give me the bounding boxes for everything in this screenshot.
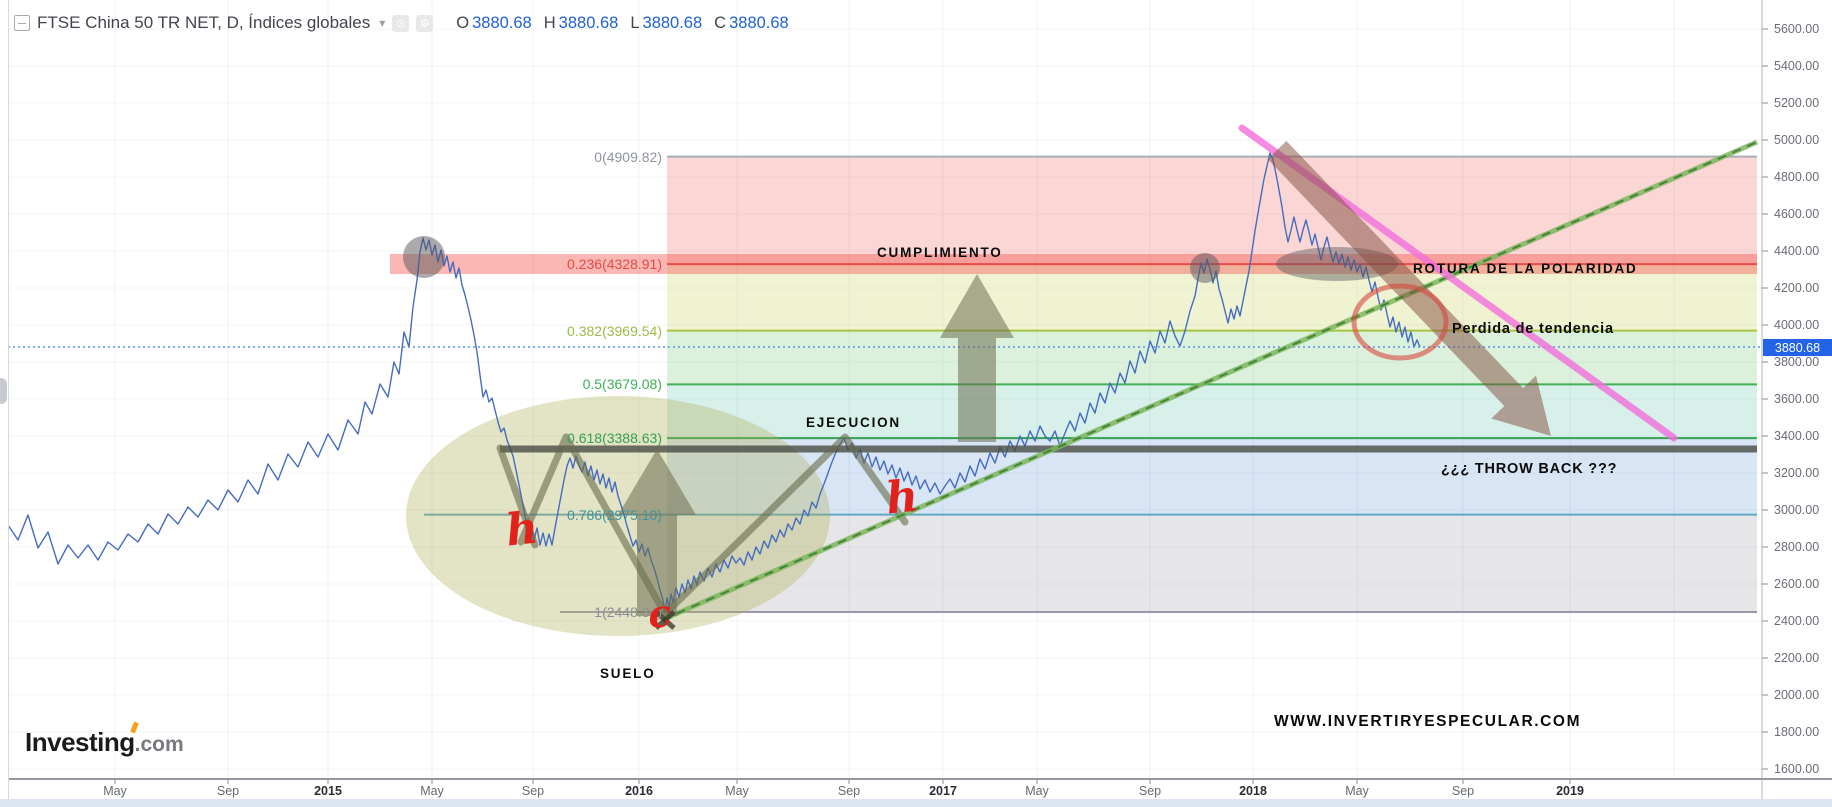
hand-letter-h: h [503,502,541,557]
ohlc-L: L 3880.68 [630,13,703,32]
gray-circle-2015-top [403,236,445,278]
fib-label: 0.382(3969.54) [567,322,662,339]
chevron-down-icon[interactable]: ▾ [379,16,386,30]
time-axis-label[interactable]: Sep [1138,784,1162,798]
annotation-rotura-de-la-polaridad: ROTURA DE LA POLARIDAD [1413,261,1638,276]
last-price-tag: 3880.68 [1763,339,1832,356]
hand-letter-h: h [883,470,921,525]
fib-zone [667,514,1757,613]
logo-text: Investing [25,727,135,757]
price-axis-label[interactable]: 2400.00 [1774,614,1820,628]
time-axis-label[interactable]: 2018 [1239,784,1267,798]
fib-label: 0(4909.82) [594,148,662,165]
fib-label: 0.786(2975.10) [567,506,662,523]
time-axis-label[interactable]: Sep [521,784,545,798]
price-axis-label[interactable]: 3800.00 [1774,355,1820,369]
price-axis-label[interactable]: 4600.00 [1774,207,1820,221]
toolbar-drag-handle[interactable] [0,378,7,404]
fib-anchor-x [654,610,676,630]
ohlc-O: O 3880.68 [456,13,532,32]
price-axis-label[interactable]: 3600.00 [1774,392,1820,406]
uptrend-line-dashes [661,141,1758,621]
logo-suffix: .com [134,733,184,756]
time-axis-label[interactable]: 2019 [1556,784,1584,798]
ohlc-H: H 3880.68 [543,13,619,32]
price-axis-label[interactable]: 1800.00 [1774,725,1820,739]
bottom-bar [0,799,1832,807]
fib-zone [667,384,1757,439]
time-axis-label[interactable]: 2017 [929,784,957,798]
price-axis-label[interactable]: 4400.00 [1774,244,1820,258]
price-axis-label[interactable]: 5000.00 [1774,133,1820,147]
fib-label: 0.618(3388.63) [567,430,662,447]
hide-indicator-icon[interactable]: ⊙ [392,14,410,32]
time-axis-label[interactable]: 2016 [625,784,653,798]
fib-label: 1(2448.34) [594,604,662,621]
annotation-ejecucion: EJECUCION [806,415,901,430]
time-axis-label[interactable]: 2015 [314,784,342,798]
investing-logo: Investing .com [25,721,184,758]
time-axis-label[interactable]: Sep [216,784,240,798]
price-axis-label[interactable]: 5200.00 [1774,96,1820,110]
polarity-red-band [390,254,1757,274]
time-axis-label[interactable]: May [103,784,127,798]
ohlc-values: O 3880.68 H 3880.68 L 3880.68 C 3880.68 [456,14,789,33]
price-axis-label[interactable]: 4200.00 [1774,281,1820,295]
price-axis-label[interactable]: 2200.00 [1774,651,1820,665]
time-axis-label[interactable]: May [725,784,749,798]
annotation--throw-back-: ¿¿¿ THROW BACK ??? [1441,461,1618,477]
time-axis-label[interactable]: Sep [837,784,861,798]
annotation-www-invertiryespecular-com: WWW.INVERTIRYESPECULAR.COM [1274,713,1582,730]
price-axis-label[interactable]: 2000.00 [1774,688,1820,702]
price-axis-label[interactable]: 4800.00 [1774,170,1820,184]
chart-legend: FTSE China 50 TR NET, D, Índices globale… [14,13,789,33]
up-arrow-cumplimiento [940,274,1014,442]
price-axis-label[interactable]: 2800.00 [1774,540,1820,554]
symbol-title[interactable]: FTSE China 50 TR NET, D, Índices globale… [37,13,371,32]
time-axis-label[interactable]: May [420,784,444,798]
annotation-cumplimiento: CUMPLIMIENTO [877,245,1003,260]
price-axis-label[interactable]: 1600.00 [1774,762,1820,776]
time-axis-label[interactable]: May [1345,784,1369,798]
ohlc-C: C 3880.68 [714,13,789,32]
price-axis-label[interactable]: 5400.00 [1774,59,1820,73]
price-axis-label[interactable]: 3400.00 [1774,429,1820,443]
gray-circle-2017-top [1190,253,1220,283]
pattern-highlight-ellipse [406,396,830,636]
trend-loss-red-ellipse [1351,283,1449,361]
price-axis-label[interactable]: 5600.00 [1774,22,1820,36]
fib-label: 0.236(4328.91) [567,256,662,273]
time-axis-label[interactable]: May [1025,784,1049,798]
price-axis-label[interactable]: 3200.00 [1774,466,1820,480]
time-axis-label[interactable]: Sep [1451,784,1475,798]
gear-icon[interactable]: ⚙ [416,14,434,32]
price-axis-label[interactable]: 2600.00 [1774,577,1820,591]
collapse-legend-icon[interactable] [14,15,30,31]
price-axis-label[interactable]: 3000.00 [1774,503,1820,517]
up-arrow-ejecucion [618,449,696,616]
annotation-perdida-de-tendencia: Perdida de tendencia [1452,321,1614,337]
fib-label: 0.5(3679.08) [582,376,662,393]
fib-zone [667,330,1757,385]
price-line [7,152,1421,613]
annotation-suelo: SUELO [600,666,656,681]
price-axis-label[interactable]: 4000.00 [1774,318,1820,332]
hand-letter-c: c [645,590,674,638]
fib-zone [667,156,1757,265]
